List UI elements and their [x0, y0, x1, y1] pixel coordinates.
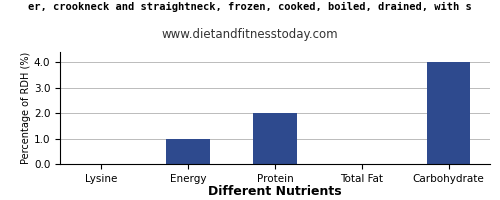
Bar	[254, 113, 296, 164]
X-axis label: Different Nutrients: Different Nutrients	[208, 185, 342, 198]
Text: er, crookneck and straightneck, frozen, cooked, boiled, drained, with s: er, crookneck and straightneck, frozen, …	[28, 2, 472, 12]
Text: www.dietandfitnesstoday.com: www.dietandfitnesstoday.com	[162, 28, 338, 41]
Bar	[427, 62, 470, 164]
Y-axis label: Percentage of RDH (%): Percentage of RDH (%)	[21, 52, 31, 164]
Bar	[166, 139, 210, 164]
